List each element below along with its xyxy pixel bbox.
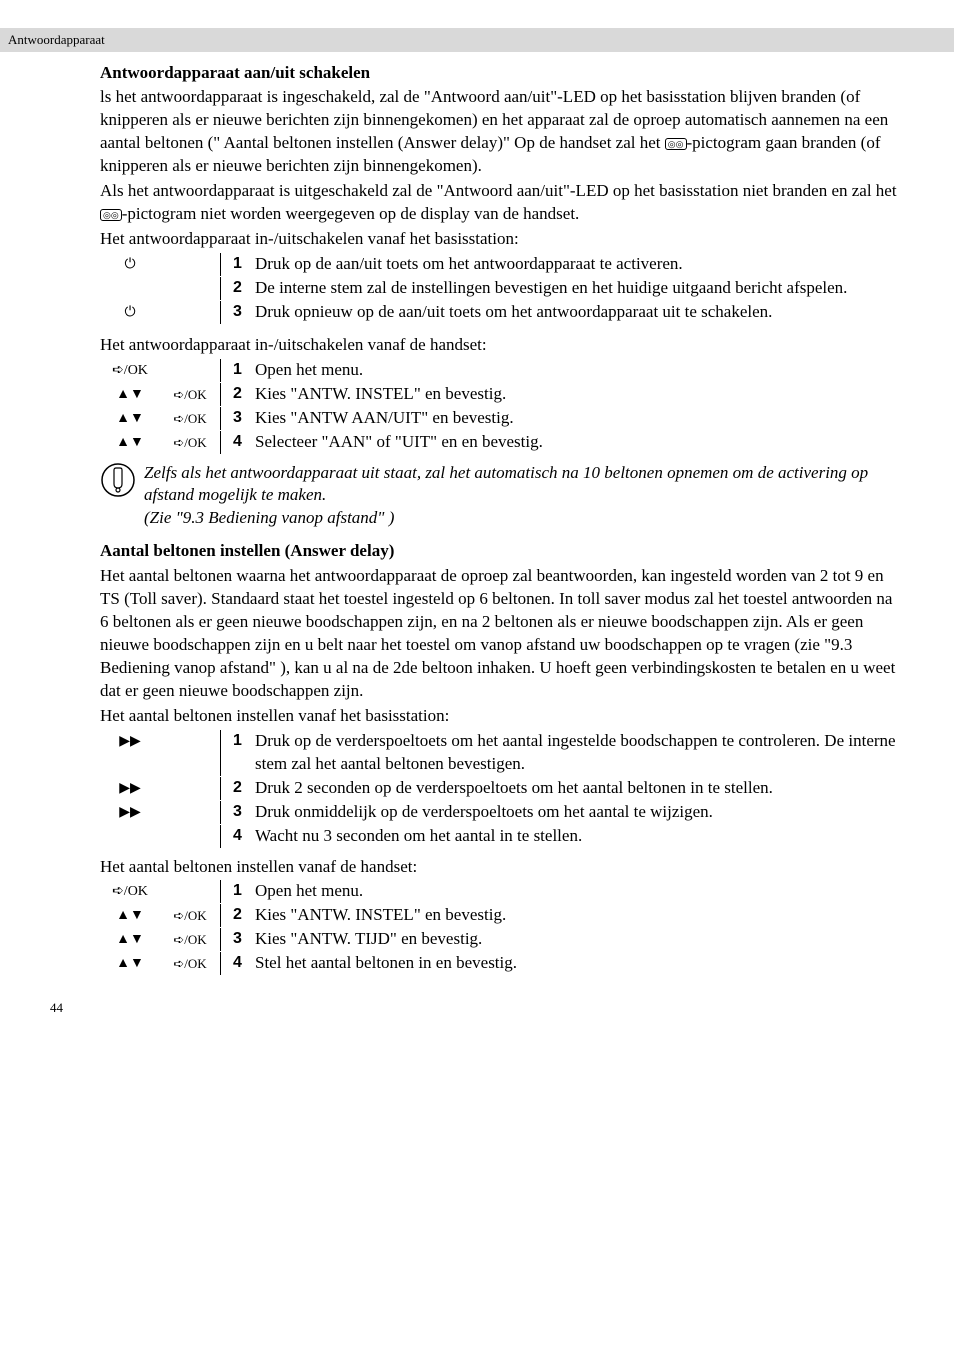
section2-para3: Het aantal beltonen instellen vanaf de h… [50,856,904,879]
spacer [160,301,220,304]
para2b: -pictogram niet worden weergegeven op de… [122,204,580,223]
spacer [160,730,220,733]
step-num: 3 [233,407,255,430]
step-num: 3 [233,301,255,324]
section1-para3: Het antwoordapparaat in-/uitschakelen va… [50,228,904,251]
updown-icon: ▲▼ [100,904,160,926]
menu-ok-icon: ➪/OK [160,407,220,428]
section2-hs-steps: ➪/OK 1 Open het menu. ▲▼ ➪/OK 2 Kies "AN… [50,880,904,975]
para2a: Als het antwoordapparaat is uitgeschakel… [100,181,897,200]
step-num: 3 [233,928,255,951]
step-text: Druk opnieuw op de aan/uit toets om het … [255,301,904,324]
step-text: Druk op de verderspoeltoets om het aanta… [255,730,904,776]
step-text: Druk onmiddelijk op de verderspoeltoets … [255,801,904,824]
step-text: Kies "ANTW AAN/UIT" en bevestig. [255,407,904,430]
section1-para2: Als het antwoordapparaat is uitgeschakel… [50,180,904,226]
step-num: 4 [233,825,255,848]
section1-base-steps: ⏻ 1 Druk op de aan/uit toets om het antw… [50,253,904,324]
menu-ok-icon: ➪/OK [160,383,220,404]
power-icon: ⏻ [100,253,160,275]
spacer [100,277,160,280]
updown-icon: ▲▼ [100,928,160,950]
menu-ok-icon: ➪/OK [160,431,220,452]
spacer [100,825,160,828]
step-text: Open het menu. [255,359,904,382]
section1-para4: Het antwoordapparaat in-/uitschakelen va… [50,334,904,357]
section2-para2: Het aantal beltonen instellen vanaf het … [50,705,904,728]
header-bar: Antwoordapparaat [0,28,954,52]
step-text: Kies "ANTW. TIJD" en bevestig. [255,928,904,951]
step-text: Druk 2 seconden op de verderspoeltoets o… [255,777,904,800]
step-num: 1 [233,730,255,776]
step-num: 1 [233,359,255,382]
step-text: Druk op de aan/uit toets om het antwoord… [255,253,904,276]
note-icon [100,462,144,531]
step-text: Kies "ANTW. INSTEL" en bevestig. [255,383,904,406]
tape-icon: ◎◎ [100,209,122,221]
step-text: Stel het aantal beltonen in en bevestig. [255,952,904,975]
step-num: 3 [233,801,255,824]
note-text: Zelfs als het antwoordapparaat uit staat… [144,462,904,531]
step-text: Open het menu. [255,880,904,903]
ffwd-icon: ▶▶ [100,777,160,799]
ffwd-icon: ▶▶ [100,801,160,823]
menu-ok-icon: ➪/OK [100,880,160,902]
step-text: Wacht nu 3 seconden om het aantal in te … [255,825,904,848]
updown-icon: ▲▼ [100,383,160,405]
step-num: 1 [233,253,255,276]
spacer [160,801,220,804]
spacer [160,777,220,780]
menu-ok-icon: ➪/OK [160,952,220,973]
spacer [160,253,220,256]
ffwd-icon: ▶▶ [100,730,160,752]
step-text: De interne stem zal de instellingen beve… [255,277,904,300]
step-num: 2 [233,383,255,406]
step-num: 4 [233,431,255,454]
section1-para1: ls het antwoordapparaat is ingeschakeld,… [50,86,904,178]
step-num: 2 [233,904,255,927]
step-num: 1 [233,880,255,903]
menu-ok-icon: ➪/OK [160,928,220,949]
menu-ok-icon: ➪/OK [100,359,160,381]
spacer [160,825,220,828]
page-number: 44 [50,999,904,1017]
section1-title: Antwoordapparaat aan/uit schakelen [50,62,904,85]
section2-title: Aantal beltonen instellen (Answer delay) [50,540,904,563]
section2-para1: Het aantal beltonen waarna het antwoorda… [50,565,904,703]
section1-hs-steps: ➪/OK 1 Open het menu. ▲▼ ➪/OK 2 Kies "AN… [50,359,904,454]
step-text: Kies "ANTW. INSTEL" en bevestig. [255,904,904,927]
menu-ok-icon: ➪/OK [160,904,220,925]
spacer [160,359,220,362]
note-block: Zelfs als het antwoordapparaat uit staat… [50,462,904,531]
tape-icon: ◎◎ [665,138,687,150]
step-num: 4 [233,952,255,975]
section2-base-steps: ▶▶ 1 Druk op de verderspoeltoets om het … [50,730,904,848]
updown-icon: ▲▼ [100,407,160,429]
updown-icon: ▲▼ [100,431,160,453]
updown-icon: ▲▼ [100,952,160,974]
step-text: Selecteer "AAN" of "UIT" en en bevestig. [255,431,904,454]
power-icon: ⏻ [100,301,160,323]
spacer [160,277,220,280]
page: Antwoordapparaat Antwoordapparaat aan/ui… [0,0,954,1037]
spacer [160,880,220,883]
step-num: 2 [233,277,255,300]
step-num: 2 [233,777,255,800]
